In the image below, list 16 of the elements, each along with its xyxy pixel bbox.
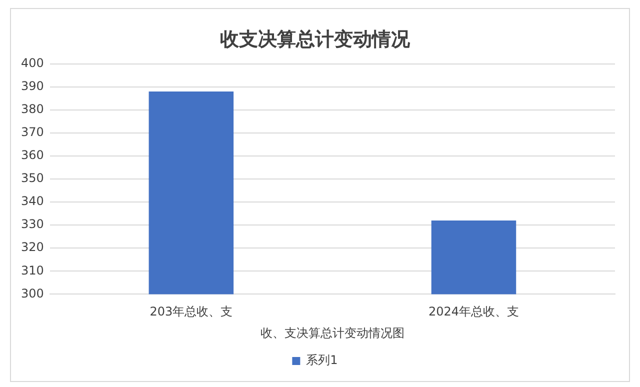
x-tick-label: 2024年总收、支 — [428, 304, 519, 319]
x-tick-label: 203年总收、支 — [150, 304, 233, 319]
y-tick-label: 350 — [21, 171, 44, 186]
y-tick-label: 390 — [21, 78, 44, 93]
y-tick-label: 360 — [21, 148, 44, 162]
y-tick-label: 330 — [21, 217, 44, 232]
y-tick-label: 310 — [21, 263, 44, 278]
y-tick-label: 300 — [21, 286, 44, 300]
y-tick-label: 370 — [21, 125, 44, 140]
y-tick-label: 340 — [21, 194, 44, 208]
y-tick-label: 320 — [21, 240, 44, 254]
x-axis-title: 收、支决算总计变动情况图 — [260, 326, 404, 340]
chart-title: 收支决算总计变动情况 — [220, 28, 411, 50]
legend-label: 系列1 — [306, 353, 338, 368]
y-tick-label: 400 — [21, 56, 44, 70]
y-tick-label: 380 — [21, 102, 44, 116]
